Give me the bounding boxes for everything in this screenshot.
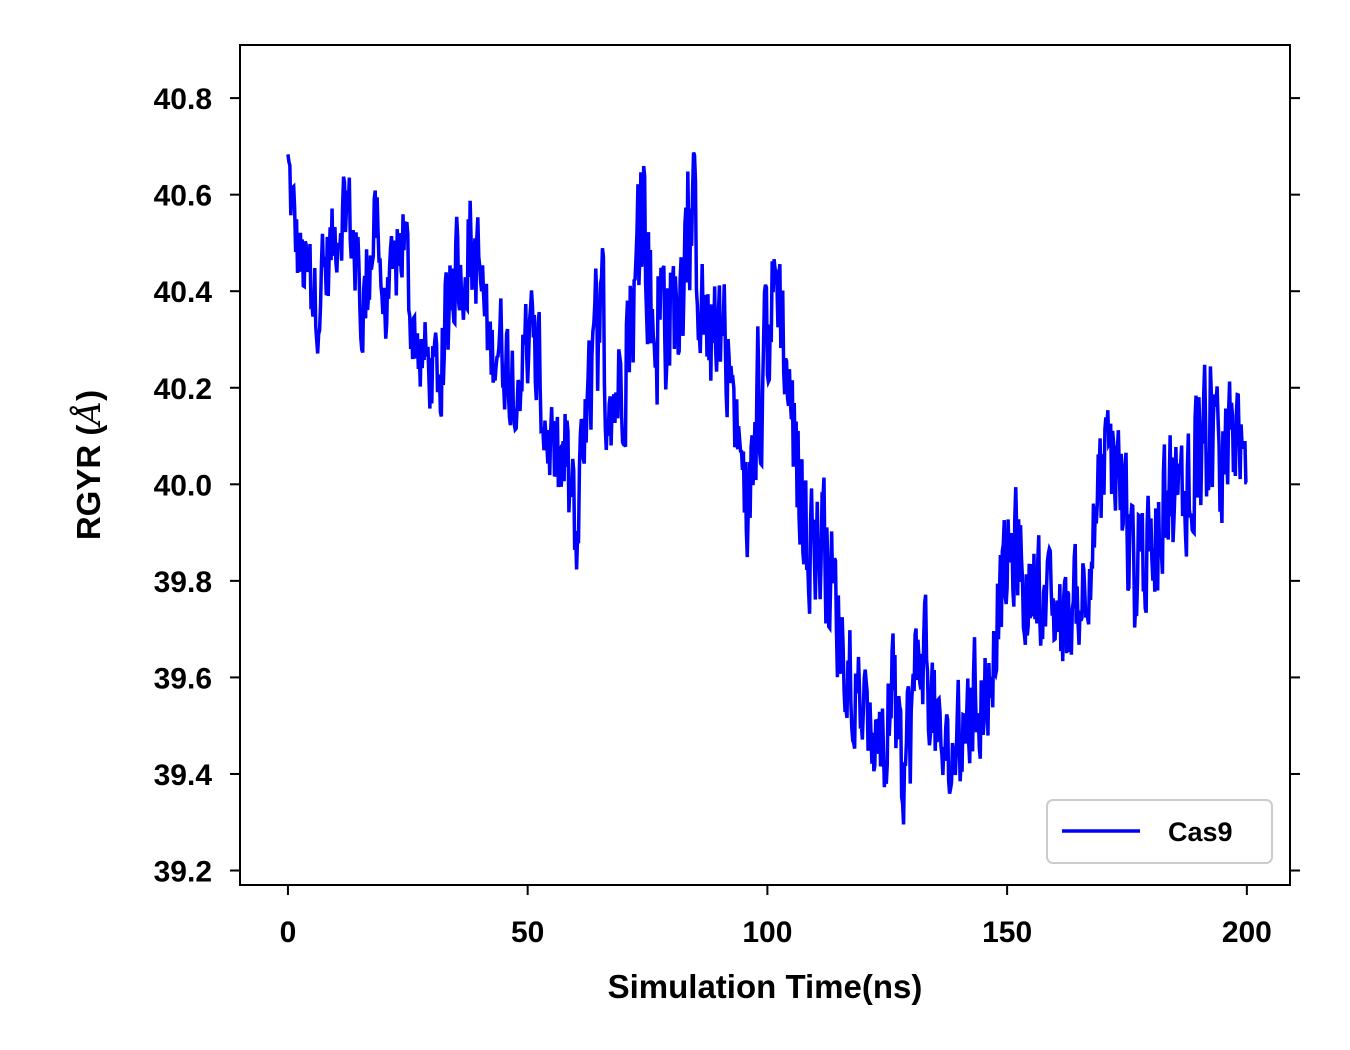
legend-label-cas9: Cas9 xyxy=(1168,817,1233,847)
y-tick-label: 40.4 xyxy=(154,276,213,309)
plot-area xyxy=(240,45,1290,885)
x-tick-label: 50 xyxy=(511,916,544,949)
x-tick-label: 100 xyxy=(742,916,792,949)
y-tick-label: 40.6 xyxy=(154,180,212,213)
x-tick-label: 0 xyxy=(280,916,297,949)
y-axis-label-symbol: Å xyxy=(68,401,108,429)
legend: Cas9 xyxy=(1046,799,1273,864)
y-tick-label: 39.6 xyxy=(154,662,212,695)
y-tick-label: 39.4 xyxy=(154,759,213,792)
y-axis-label-suffix: ) xyxy=(70,390,107,401)
y-tick-label: 39.8 xyxy=(154,566,212,599)
x-axis-label: Simulation Time(ns) xyxy=(608,968,923,1005)
y-tick-label: 40.8 xyxy=(154,83,212,116)
series-line-cas9 xyxy=(286,151,1248,825)
plot-frame xyxy=(239,44,1291,886)
y-axis-ticks: 39.2 39.4 39.6 39.8 40.0 40.2 40.4 40.6 40.8 xyxy=(154,83,1300,889)
y-tick-label: 40.2 xyxy=(154,373,212,406)
series-group xyxy=(286,151,1248,825)
y-axis-label: RGYR (Å) xyxy=(68,390,108,540)
y-tick-label: 39.2 xyxy=(154,856,212,889)
x-tick-label: 150 xyxy=(982,916,1032,949)
x-axis-ticks: 0 50 100 150 200 xyxy=(280,885,1272,949)
y-axis-label-prefix: RGYR ( xyxy=(70,425,107,541)
x-tick-label: 200 xyxy=(1222,916,1272,949)
y-tick-label: 40.0 xyxy=(154,469,212,502)
legend-box xyxy=(1046,799,1273,864)
